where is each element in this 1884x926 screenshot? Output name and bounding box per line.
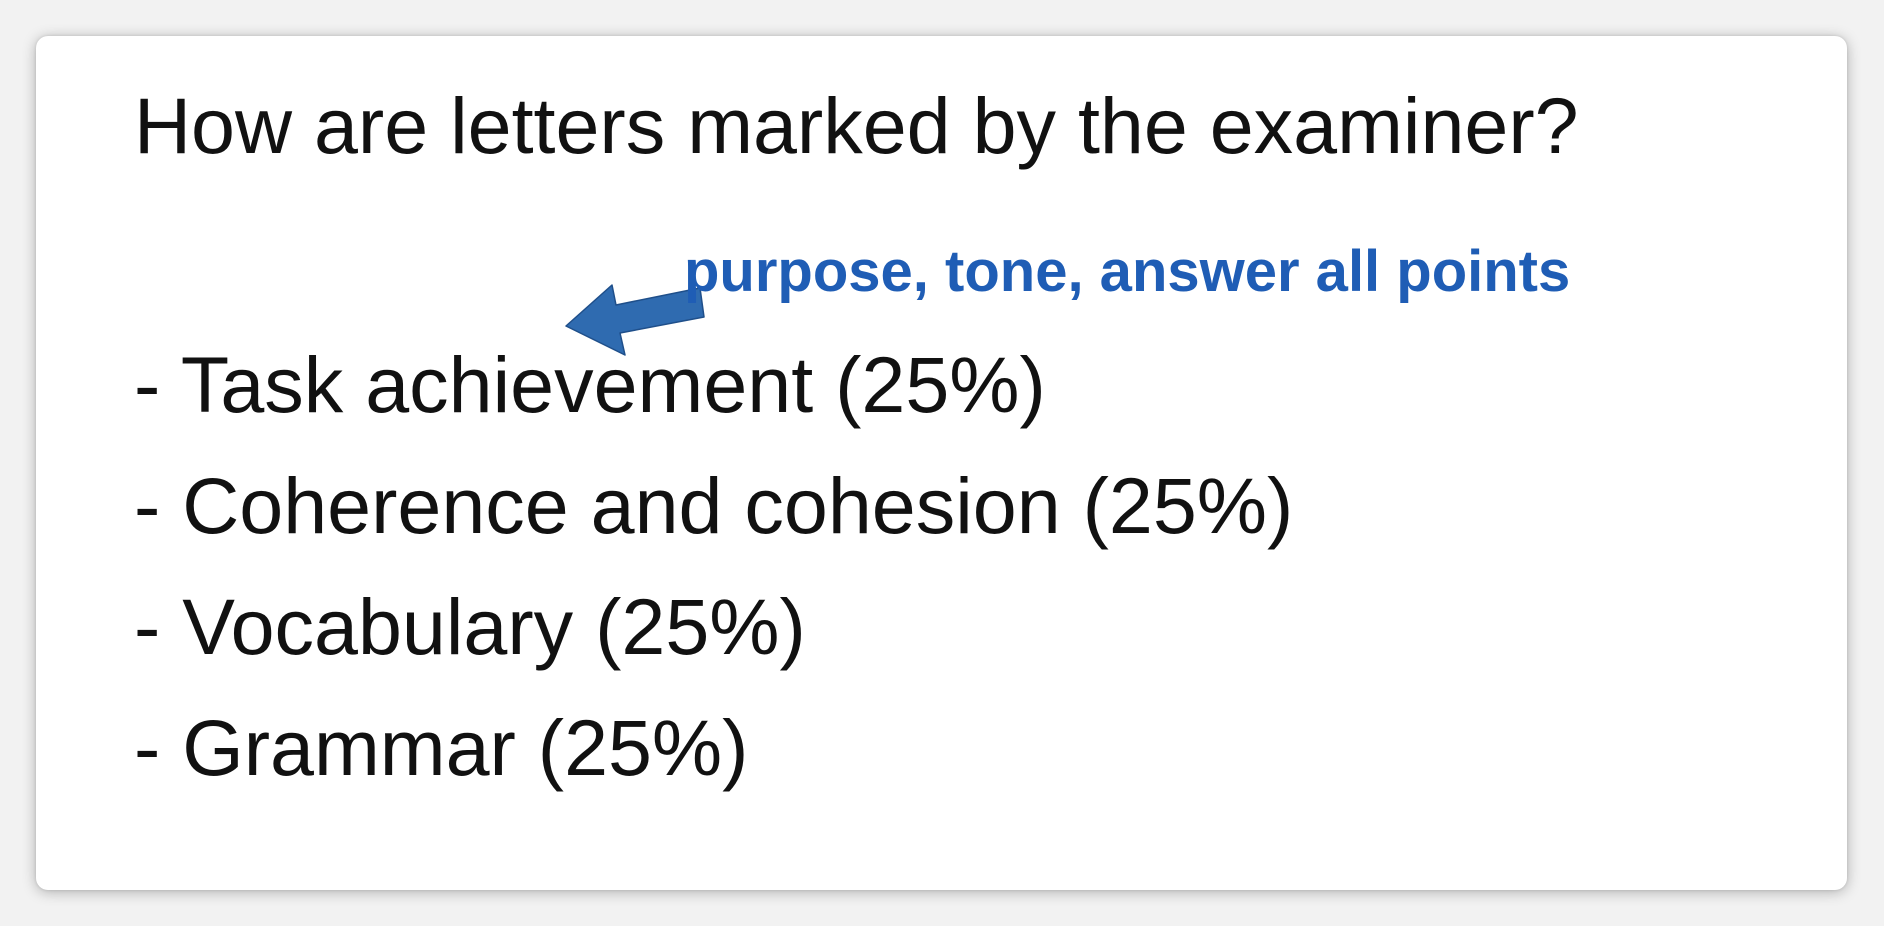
criterion-item: - Coherence and cohesion (25%): [134, 461, 1294, 550]
criterion-item: - Task achievement (25%): [134, 340, 1046, 429]
slide: How are letters marked by the examiner? …: [36, 36, 1847, 890]
left-arrow-icon: [565, 284, 705, 356]
annotation-note: purpose, tone, answer all points: [684, 239, 1571, 304]
criteria-list: - Task achievement (25%) - Coherence and…: [134, 324, 1293, 808]
slide-title: How are letters marked by the examiner?: [134, 81, 1579, 170]
criterion-item: - Grammar (25%): [134, 703, 749, 792]
criterion-item: - Vocabulary (25%): [134, 582, 806, 671]
